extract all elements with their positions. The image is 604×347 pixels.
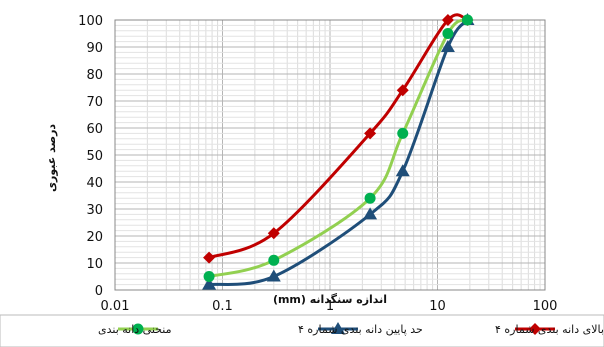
y-tick-label: 80 xyxy=(86,68,103,83)
x-tick-label: 10 xyxy=(429,299,446,314)
y-tick-label: 40 xyxy=(86,176,103,191)
chart-grid xyxy=(114,19,545,291)
y-tick-label: 100 xyxy=(78,14,103,29)
y-tick-label: 0 xyxy=(95,284,103,299)
lower-limit-point xyxy=(363,207,378,220)
grading-curve-point xyxy=(397,127,409,139)
upper-limit-point xyxy=(364,127,377,140)
series-group xyxy=(202,13,475,290)
x-tick-label: 100 xyxy=(533,299,558,314)
y-axis-ticks: 0 10 20 30 40 50 60 70 80 90 100 xyxy=(78,14,103,299)
lower-limit-point xyxy=(440,40,455,52)
grading-curve-point xyxy=(268,254,280,266)
lower-limit-point xyxy=(202,277,217,290)
legend: حد بالای دانه بندی شماره ۴ حد پایین دانه … xyxy=(0,314,604,347)
y-tick-label: 60 xyxy=(86,122,103,137)
x-tick-label: 1 xyxy=(326,299,334,314)
plot-area-border xyxy=(114,19,546,291)
x-tick-label: 0.1 xyxy=(212,299,233,314)
lower-limit-point xyxy=(395,164,410,177)
x-axis-ticks: 0.01 0.1 1 10 100 xyxy=(101,299,558,314)
y-tick-label: 90 xyxy=(86,41,103,56)
upper-limit-point xyxy=(203,251,216,264)
grading-curve-point xyxy=(203,271,215,282)
x-axis-label: (mm) اندازه سنگدانه xyxy=(273,293,387,306)
y-tick-label: 20 xyxy=(86,230,103,245)
grading-curve-point xyxy=(461,14,473,26)
upper-limit-line xyxy=(208,13,468,260)
y-tick-label: 70 xyxy=(86,95,103,110)
legend-label-lower-limit: حد پایین دانه بندی شماره ۴ xyxy=(298,323,423,336)
legend-marker-grading-curve xyxy=(132,323,144,335)
y-tick-label: 50 xyxy=(86,149,103,164)
upper-limit-point xyxy=(441,14,454,26)
legend-label-grading-curve: منحنی دانه بندی xyxy=(98,323,172,336)
legend-frame xyxy=(0,314,604,347)
legend-label-upper-limit: حد بالای دانه بندی شماره ۴ xyxy=(495,323,604,336)
legend-marker-upper-limit xyxy=(529,323,541,335)
y-axis-label: درصد عبوری xyxy=(45,124,58,192)
x-tick-label: 0.01 xyxy=(101,299,130,314)
grading-curve-point xyxy=(442,28,454,39)
upper-limit-point xyxy=(396,84,409,97)
lower-limit-line xyxy=(208,18,469,287)
lower-limit-point xyxy=(266,269,281,282)
y-tick-label: 10 xyxy=(86,257,103,272)
legend-marker-lower-limit xyxy=(331,322,345,334)
y-tick-label: 30 xyxy=(86,203,103,218)
grading-curve-point xyxy=(364,192,376,204)
upper-limit-point xyxy=(267,227,280,240)
